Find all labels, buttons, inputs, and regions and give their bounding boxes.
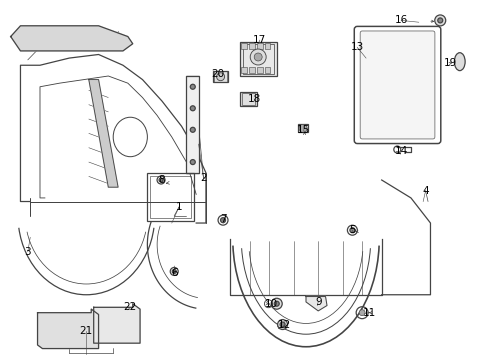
Text: 21: 21 [80, 325, 93, 336]
Bar [186, 76, 198, 173]
Bar [249, 43, 255, 49]
Polygon shape [11, 26, 133, 51]
Text: 7: 7 [220, 215, 226, 224]
Circle shape [159, 178, 163, 182]
Circle shape [190, 159, 195, 165]
Polygon shape [306, 297, 327, 311]
Text: 20: 20 [212, 69, 225, 79]
Circle shape [254, 53, 262, 61]
Circle shape [278, 320, 288, 329]
Text: 9: 9 [315, 297, 321, 307]
Circle shape [350, 228, 355, 233]
Bar [249, 67, 255, 73]
Text: 4: 4 [422, 186, 429, 196]
Text: 12: 12 [277, 320, 291, 330]
Text: 13: 13 [351, 42, 364, 52]
Bar [257, 43, 263, 49]
Text: 8: 8 [159, 175, 165, 185]
Polygon shape [94, 304, 140, 343]
Text: 2: 2 [200, 173, 207, 183]
Circle shape [299, 124, 307, 132]
Bar [241, 67, 247, 73]
Text: 22: 22 [123, 302, 137, 312]
FancyBboxPatch shape [354, 26, 441, 144]
Bar [214, 71, 227, 82]
Circle shape [435, 15, 446, 26]
Text: 6: 6 [171, 268, 177, 278]
Bar [240, 42, 277, 76]
Bar [243, 44, 274, 74]
Text: 18: 18 [248, 94, 261, 104]
Bar [150, 176, 191, 218]
Circle shape [172, 269, 176, 274]
Bar [265, 67, 270, 73]
Text: 1: 1 [176, 202, 182, 212]
Ellipse shape [454, 53, 465, 71]
Circle shape [220, 218, 225, 222]
Text: 15: 15 [297, 125, 310, 135]
Bar [240, 92, 257, 107]
Text: 17: 17 [253, 35, 266, 45]
Circle shape [217, 73, 224, 81]
Polygon shape [89, 80, 118, 187]
Circle shape [190, 127, 195, 132]
Bar [257, 67, 263, 73]
Bar [242, 93, 255, 105]
Text: 5: 5 [349, 225, 356, 235]
FancyBboxPatch shape [360, 31, 435, 139]
Circle shape [359, 310, 365, 316]
Circle shape [190, 84, 195, 89]
Text: 10: 10 [265, 299, 278, 309]
Circle shape [280, 322, 285, 327]
Text: 11: 11 [363, 308, 376, 318]
Circle shape [274, 301, 279, 306]
Circle shape [190, 106, 195, 111]
Circle shape [438, 18, 443, 23]
Bar [241, 43, 247, 49]
Bar [298, 125, 308, 132]
Polygon shape [38, 309, 98, 348]
Bar [213, 71, 228, 82]
Circle shape [250, 49, 266, 65]
Text: 14: 14 [394, 146, 408, 156]
Text: 19: 19 [443, 58, 457, 68]
Circle shape [271, 298, 282, 309]
Bar [147, 173, 194, 221]
Bar [265, 43, 270, 49]
Text: 16: 16 [394, 15, 408, 26]
Text: 3: 3 [24, 247, 31, 257]
